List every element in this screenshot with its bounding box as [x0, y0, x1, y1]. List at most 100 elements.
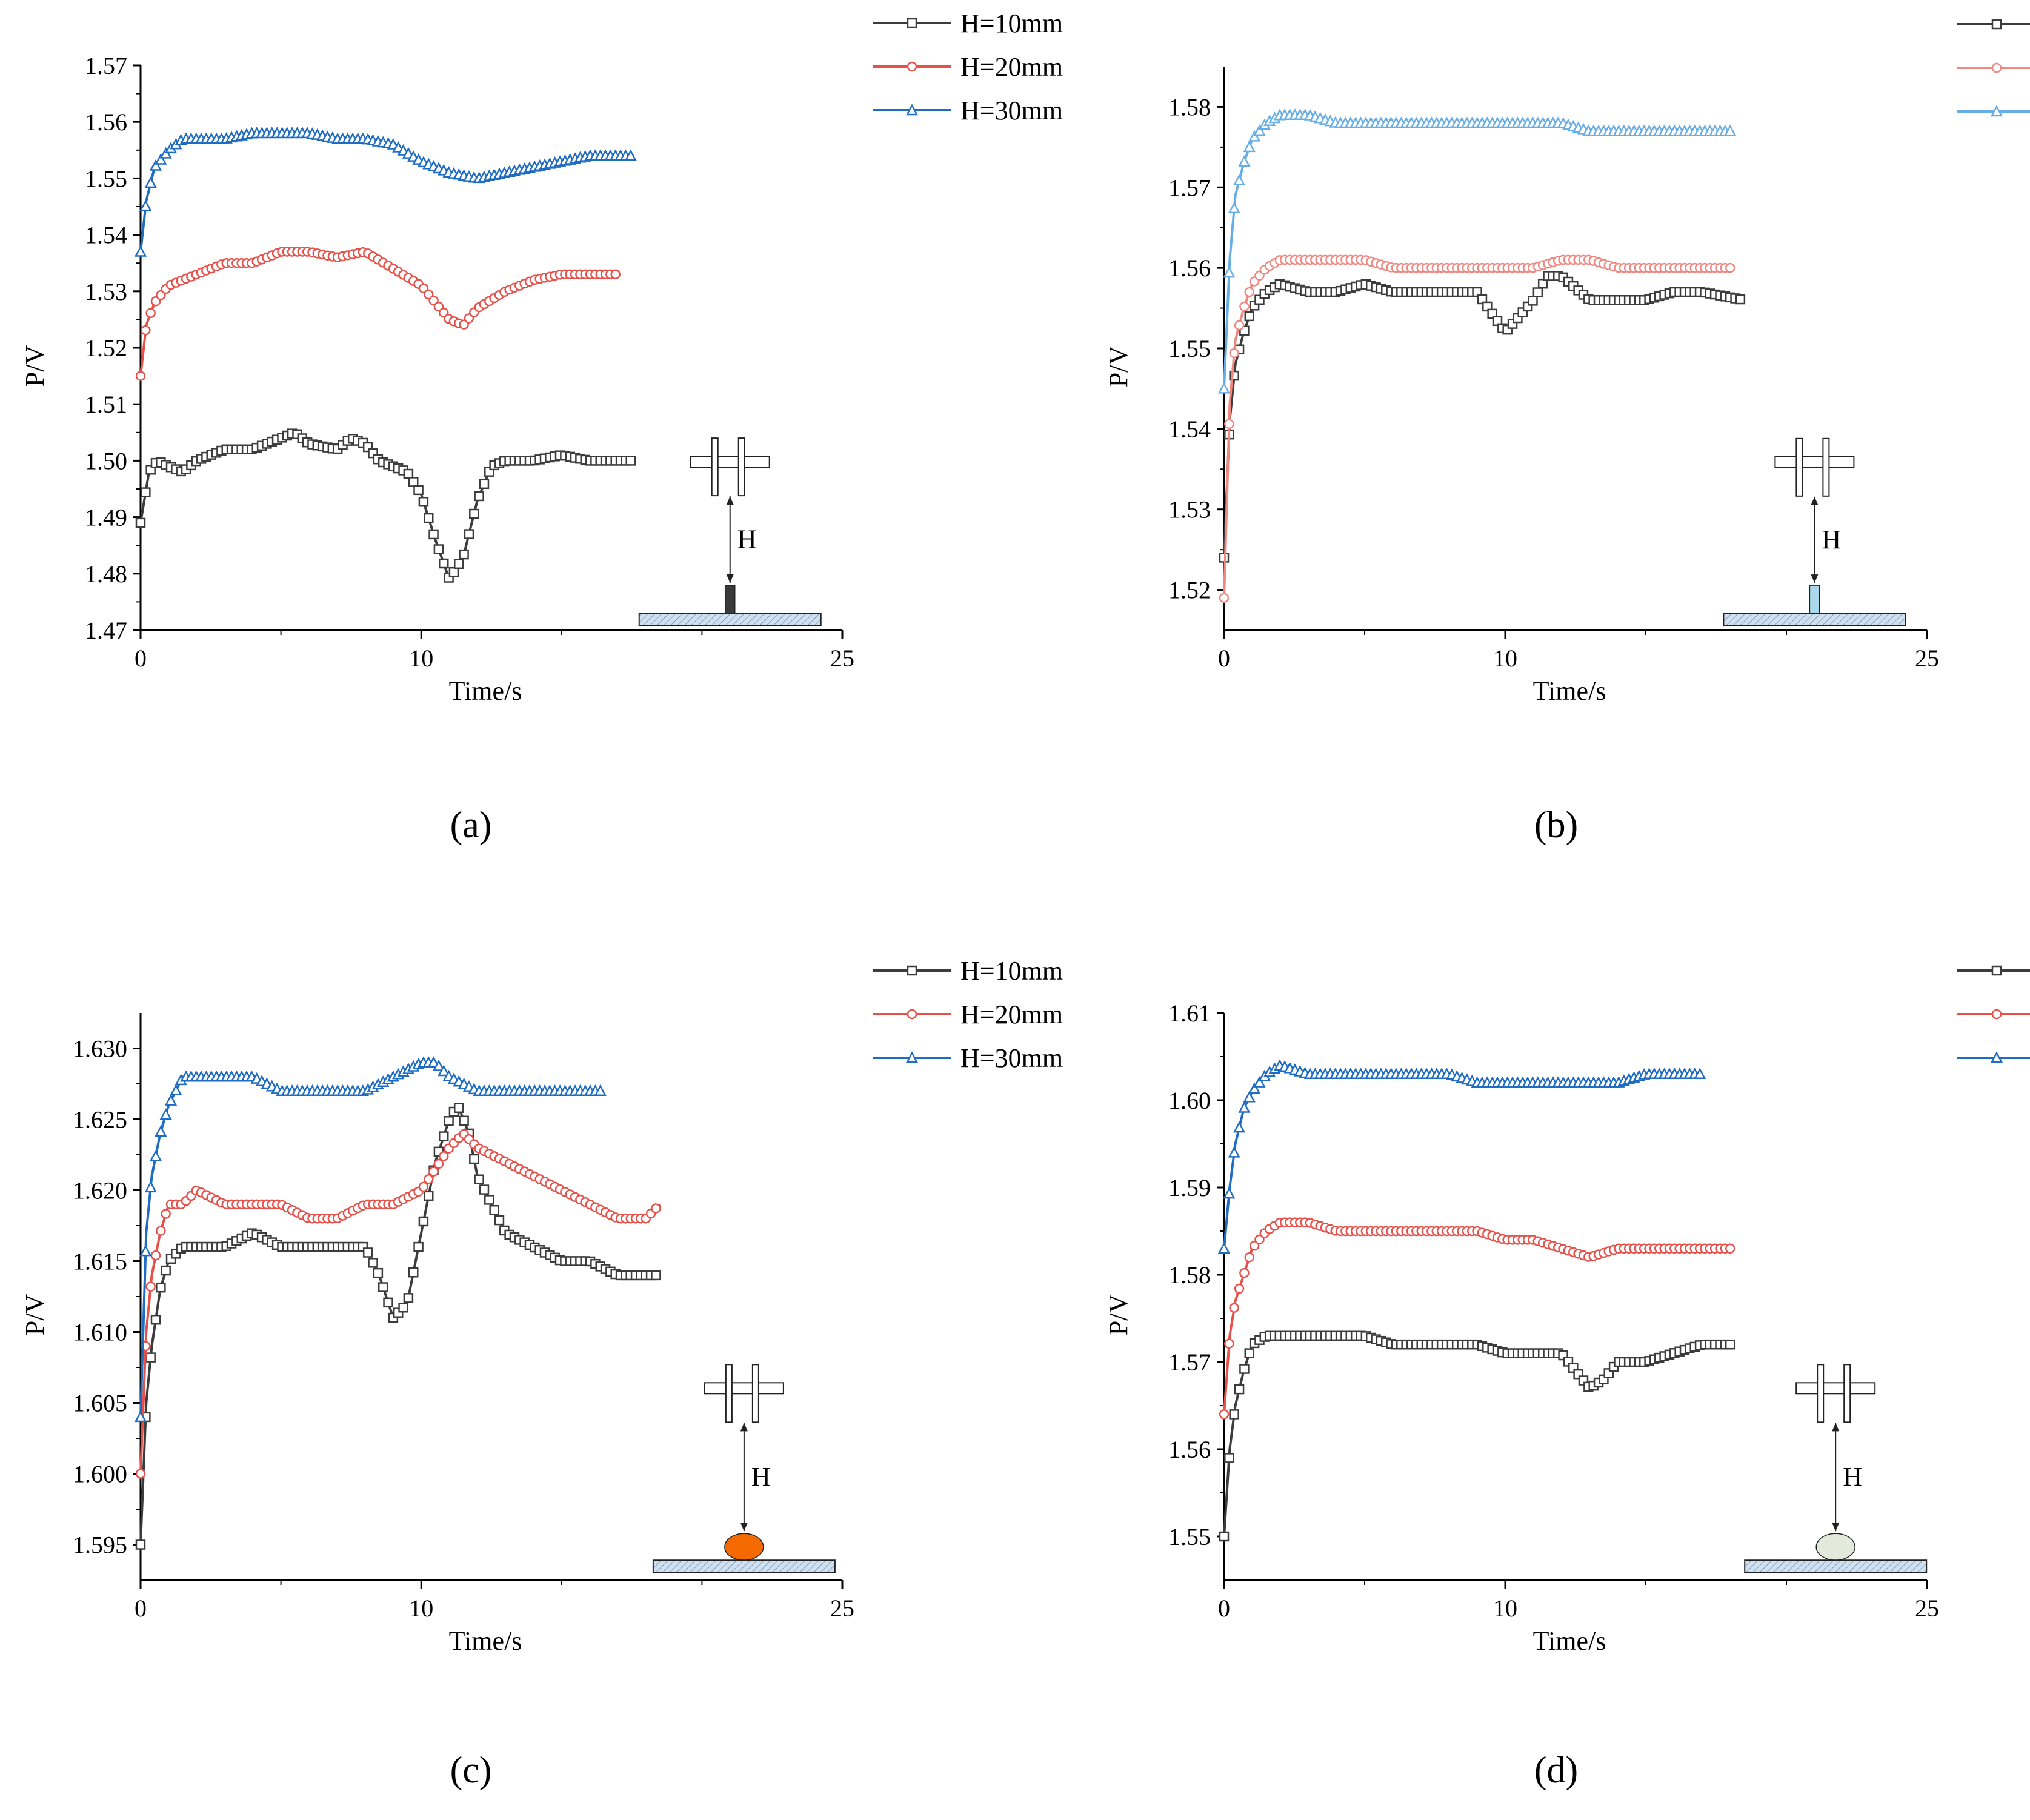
x-axis-label: Time/s	[449, 676, 522, 706]
data-point	[1223, 266, 1236, 278]
legend-entry: H=10mm	[960, 8, 1063, 38]
data-point	[1532, 287, 1543, 297]
data-point	[149, 159, 162, 171]
probe-bar	[1795, 1382, 1876, 1395]
legend-swatch-marker	[907, 18, 917, 28]
x-axis-label: Time/s	[1533, 676, 1606, 706]
probe-bar	[704, 1382, 784, 1395]
y-tick-label: 1.57	[1168, 1349, 1211, 1376]
data-point	[145, 1281, 156, 1292]
data-point	[1238, 155, 1251, 167]
legend-swatch-marker	[905, 104, 919, 116]
y-axis-label: P/V	[1103, 346, 1133, 388]
data-point	[1725, 262, 1735, 273]
target-object	[1809, 585, 1820, 614]
probe-post-right	[737, 437, 745, 497]
legend-entry: H=30mm	[960, 96, 1063, 125]
data-point	[1234, 1283, 1245, 1294]
y-tick-label: 1.615	[73, 1248, 127, 1275]
data-point	[651, 1270, 661, 1281]
probe-post-left	[1795, 437, 1803, 497]
data-point	[408, 477, 419, 487]
y-tick-label: 1.50	[85, 447, 127, 474]
y-tick-label: 1.620	[73, 1177, 127, 1204]
data-point	[383, 1297, 393, 1308]
x-tick-label: 10	[1493, 1595, 1517, 1622]
legend-swatch-marker	[1991, 19, 2002, 30]
y-tick-label: 1.625	[73, 1106, 127, 1134]
data-point	[1253, 124, 1266, 136]
data-point	[156, 1282, 166, 1293]
panel-label: (d)	[1534, 1750, 1578, 1791]
target-object	[724, 1533, 764, 1561]
distance-label: H	[737, 525, 757, 554]
distance-label: H	[1843, 1462, 1862, 1492]
series-h-20mm	[1219, 1217, 1735, 1420]
base-plate	[638, 613, 822, 626]
data-point	[159, 1108, 172, 1120]
legend-swatch-marker	[905, 1051, 919, 1063]
legend-swatch-marker	[907, 965, 917, 976]
data-point	[155, 1125, 167, 1137]
y-tick-label: 1.54	[85, 222, 127, 249]
data-point	[454, 559, 464, 570]
target-object	[724, 585, 736, 614]
data-point	[1233, 1121, 1246, 1133]
y-tick-label: 1.57	[85, 52, 127, 79]
arrow-head-bottom	[726, 574, 734, 583]
data-point	[624, 149, 637, 161]
legend-entry: H=30mm	[960, 1043, 1063, 1073]
data-point	[432, 1059, 445, 1071]
data-point	[1487, 308, 1497, 319]
y-tick-label: 1.53	[1168, 496, 1211, 523]
data-point	[378, 1282, 388, 1292]
data-point	[1253, 1075, 1266, 1088]
data-point	[1482, 301, 1493, 312]
y-tick-label: 1.61	[1168, 1000, 1211, 1027]
legend-entry: H=20mm	[960, 1000, 1063, 1029]
series-h-10mm	[1219, 271, 1746, 563]
data-point	[433, 544, 444, 554]
data-point	[1244, 287, 1255, 297]
y-tick-label: 1.605	[73, 1390, 127, 1417]
data-point	[448, 566, 459, 577]
data-point	[1233, 174, 1246, 186]
data-point	[1229, 1303, 1239, 1313]
x-tick-label: 10	[409, 645, 433, 672]
panel-label: (a)	[450, 805, 492, 846]
data-point	[469, 1154, 479, 1164]
probe-post-right	[751, 1364, 759, 1423]
y-tick-label: 1.600	[73, 1461, 127, 1488]
data-point	[479, 479, 490, 490]
y-tick-label: 1.59	[1168, 1174, 1211, 1201]
data-point	[1219, 1409, 1230, 1420]
data-point	[1528, 296, 1538, 306]
data-point	[1694, 1068, 1706, 1080]
data-point	[464, 529, 474, 539]
base-plate	[1723, 613, 1906, 626]
data-point	[594, 1084, 607, 1096]
data-point	[418, 496, 429, 507]
y-tick-label: 1.60	[1168, 1087, 1211, 1114]
data-point	[403, 1293, 414, 1303]
data-point	[479, 1184, 490, 1195]
data-point	[423, 1191, 434, 1201]
data-point	[398, 1303, 408, 1313]
data-point	[418, 1216, 429, 1227]
inset-schematic: H	[1744, 1364, 1928, 1573]
data-point	[438, 1064, 450, 1077]
series-h-20mm	[135, 247, 621, 381]
y-tick-label: 1.610	[73, 1319, 127, 1346]
data-point	[150, 1250, 161, 1261]
y-tick-label: 1.58	[1168, 1261, 1211, 1289]
data-point	[156, 1226, 166, 1236]
data-point	[373, 1267, 384, 1278]
y-axis-label: P/V	[1103, 1294, 1133, 1336]
data-point	[474, 491, 484, 502]
data-point	[1725, 1339, 1735, 1350]
data-point	[494, 1215, 505, 1226]
y-tick-label: 1.51	[85, 391, 127, 418]
data-point	[1239, 1267, 1250, 1278]
